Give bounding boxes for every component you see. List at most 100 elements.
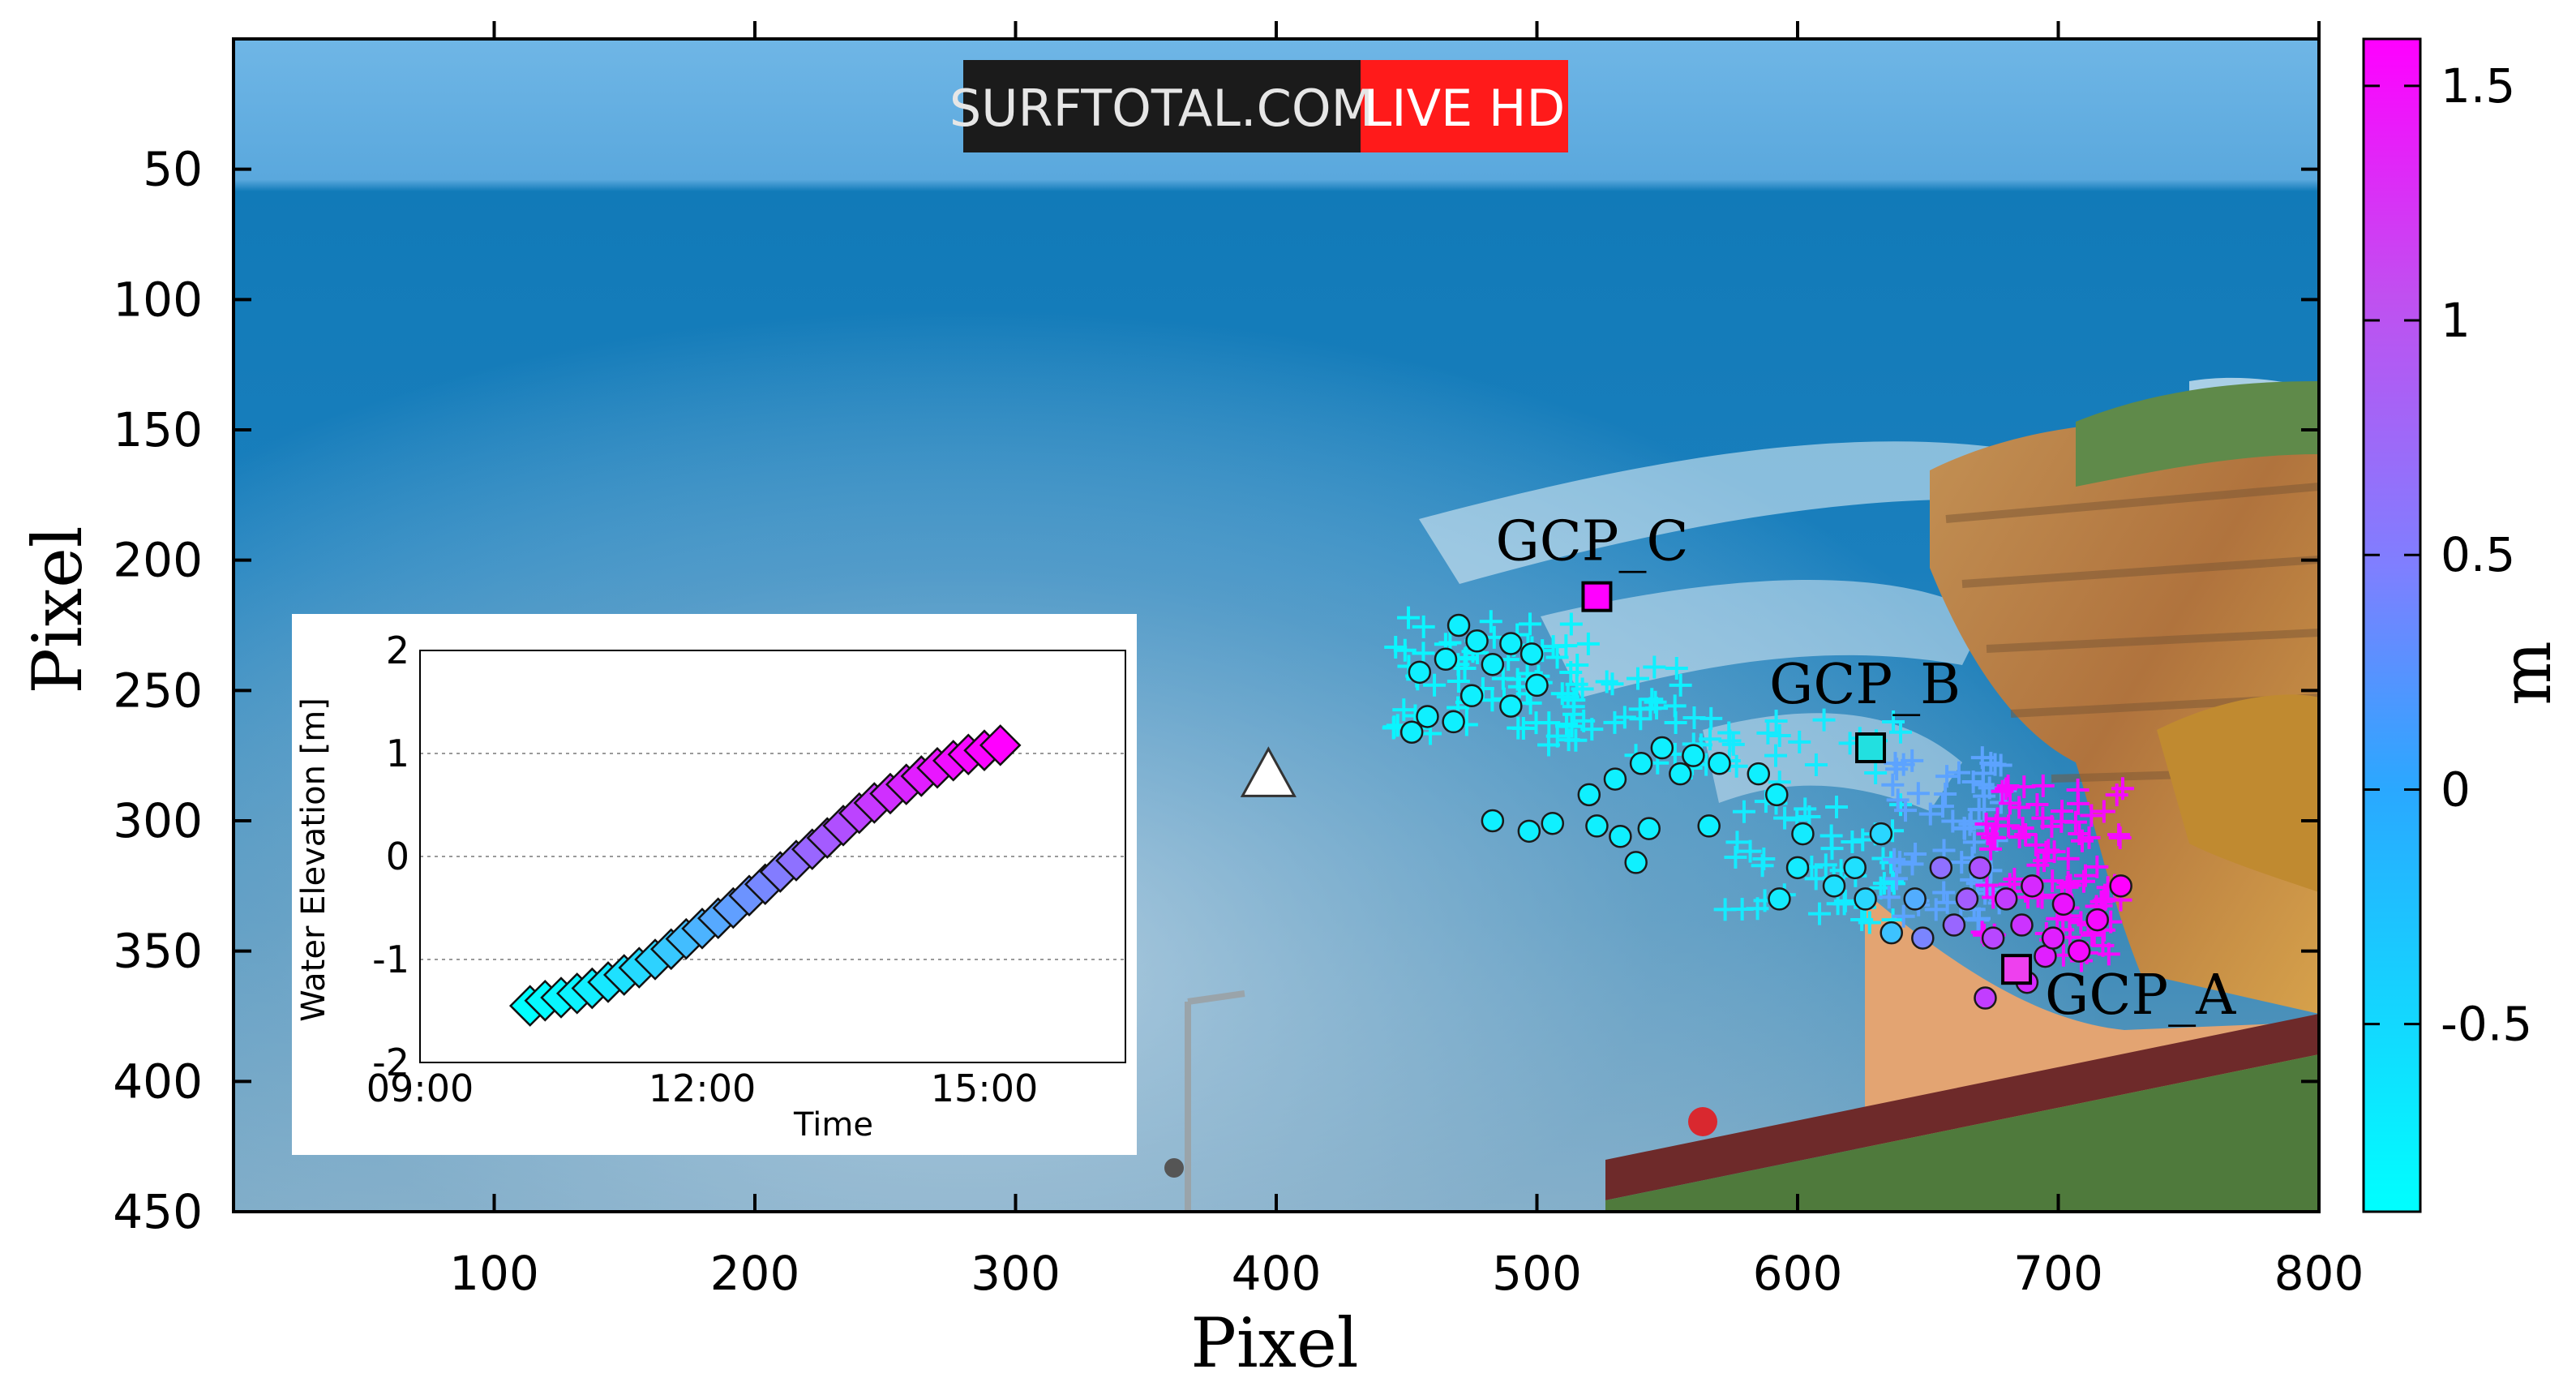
rectified-circle <box>1791 822 1815 846</box>
rectified-cross <box>1764 710 1788 733</box>
gcp-label: GCP_B <box>1769 653 1961 717</box>
rectified-cross <box>2064 810 2087 834</box>
rectified-circle <box>1911 926 1935 950</box>
rectified-circle <box>1541 811 1565 835</box>
rectified-circle <box>1843 856 1867 880</box>
rectified-points <box>1240 606 2134 1010</box>
gcp-square <box>1855 732 1887 764</box>
water-elevation-inset: 2 1 0 -1 -209:00 12:00 15:00 Time Water Elevat… <box>292 614 1137 1155</box>
y-tick-label: 50 <box>143 142 203 197</box>
rectified-circle <box>1929 856 1953 880</box>
rectified-cross <box>1557 728 1580 752</box>
rectified-circle <box>1785 856 1810 880</box>
rectified-cross <box>1519 691 1542 715</box>
rectified-cross <box>1507 716 1530 740</box>
rectified-cross <box>1669 673 1692 697</box>
rectified-circle <box>1577 783 1601 807</box>
rectified-cross <box>1699 728 1722 751</box>
rectified-cross <box>1595 670 1618 693</box>
rectified-cross <box>1423 673 1447 697</box>
rectified-circle <box>1768 887 1791 911</box>
rectified-cross <box>1746 897 1769 921</box>
colorbar-tick-label: 0.5 <box>2441 527 2515 582</box>
y-tick-label: 350 <box>113 924 203 979</box>
rectified-circle <box>2021 874 2044 898</box>
watermark-left-text: SURFTOTAL.COM <box>949 79 1374 138</box>
rectified-circle <box>1981 926 2005 950</box>
rectified-cross <box>1904 843 1927 866</box>
rectified-circle <box>1822 874 1846 898</box>
watermark-left-bg <box>963 60 1361 152</box>
rectified-cross <box>1412 615 1435 638</box>
rectified-cross <box>1556 685 1579 709</box>
rectified-cross <box>1892 753 1915 776</box>
rectified-circle <box>1765 783 1789 807</box>
rectified-cross <box>1935 891 1959 914</box>
rectified-cross <box>1952 816 1976 839</box>
rectified-cross <box>2031 806 2055 830</box>
rectified-cross <box>1888 851 1912 874</box>
inset-background <box>292 614 1137 1155</box>
main-y-axis-label: Pixel <box>18 526 97 693</box>
rectified-cross <box>2092 800 2115 823</box>
rectified-circle <box>2051 892 2076 916</box>
rectified-cross <box>1814 853 1837 877</box>
rectified-cross <box>1820 837 1844 861</box>
rectified-cross <box>1825 796 1848 819</box>
rectified-cross <box>1506 667 1529 691</box>
rectified-cross <box>2037 839 2060 862</box>
rectified-cross <box>2073 864 2097 887</box>
rectified-circle <box>1442 710 1465 734</box>
inset-y-tick-label: -2 <box>372 1041 409 1084</box>
rectified-cross <box>1932 881 1956 904</box>
rectified-circle <box>1499 694 1523 718</box>
rectified-cross <box>1721 732 1745 756</box>
rectified-circle <box>1519 642 1544 666</box>
y-tick-label: 250 <box>113 663 203 718</box>
rectified-cross <box>1808 902 1832 925</box>
rectified-cross <box>1892 904 1915 928</box>
rectified-cross <box>1537 733 1561 757</box>
rectified-circle <box>1942 913 1966 937</box>
rectified-circle <box>1903 887 1927 911</box>
rectified-cross <box>1884 867 1908 891</box>
watermark-right-bg <box>1361 60 1568 152</box>
rectified-circle <box>1465 629 1489 653</box>
rectified-cross <box>2014 823 2038 847</box>
x-tick-label: 600 <box>1753 1246 1843 1301</box>
inset-y-tick-label: -1 <box>372 938 409 981</box>
rectified-cross <box>1562 695 1585 719</box>
rectified-circle <box>1481 652 1505 676</box>
y-tick-label: 400 <box>113 1054 203 1109</box>
rectified-cross <box>1978 837 2002 861</box>
colorbar-label: m <box>2487 641 2566 706</box>
rectified-cross <box>1794 797 1817 821</box>
rectified-cross <box>2080 804 2103 827</box>
rectified-cross <box>2003 868 2026 891</box>
rectified-cross <box>1962 831 1986 854</box>
rectified-cross <box>2024 833 2047 856</box>
rectified-circle <box>1434 647 1458 672</box>
x-tick-label: 100 <box>449 1246 539 1301</box>
camera-triangle-marker <box>1240 746 1297 797</box>
rectified-circle <box>1525 673 1549 698</box>
rectified-cross <box>1756 721 1780 745</box>
y-tick-label: 200 <box>113 533 203 588</box>
rectified-cross <box>1682 706 1706 730</box>
rectified-cross <box>1931 795 1954 818</box>
rectified-cross <box>2033 849 2056 873</box>
rectified-cross <box>1984 813 2008 837</box>
rectified-cross <box>1947 761 1970 784</box>
rectified-cross <box>1841 830 1864 853</box>
rectified-circle <box>1481 809 1505 833</box>
rectified-cross <box>1665 656 1688 680</box>
rectified-cross <box>1412 642 1435 665</box>
rectified-circle <box>1399 720 1424 744</box>
rectified-circle <box>1968 856 1992 880</box>
rectified-cross <box>1626 667 1649 690</box>
rectified-cross <box>1918 802 1942 826</box>
inset-diamond-point <box>979 724 1022 766</box>
x-tick-label: 200 <box>710 1246 800 1301</box>
rectified-cross <box>1975 873 1999 897</box>
colorbar: 1.5 1 0.5 0 -0.5 m <box>2362 37 2566 1213</box>
